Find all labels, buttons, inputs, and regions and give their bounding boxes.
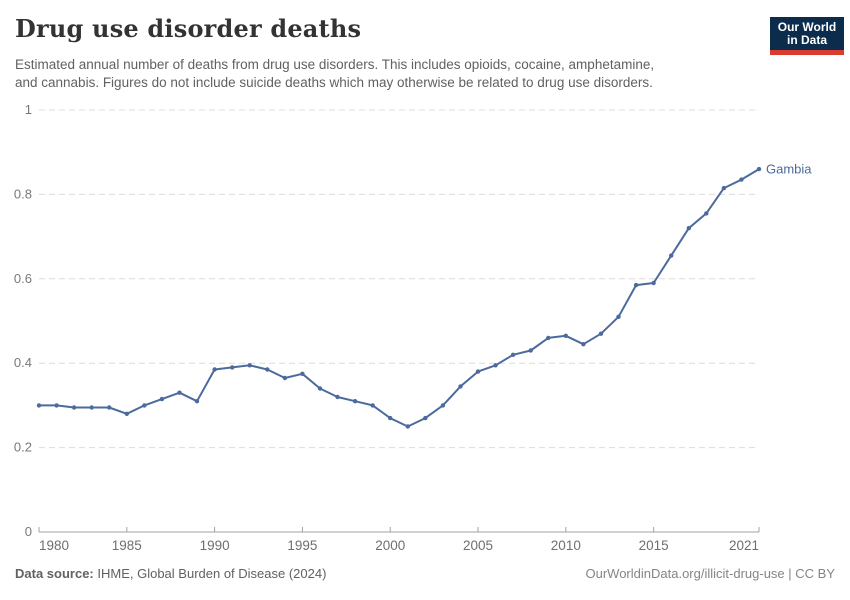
data-point[interactable]: [159, 396, 165, 402]
x-axis-tick-label: 1990: [200, 538, 230, 553]
data-point[interactable]: [194, 399, 200, 404]
chart-subtitle: Estimated annual number of deaths from d…: [15, 56, 725, 92]
data-point[interactable]: [756, 166, 762, 172]
data-point[interactable]: [335, 394, 340, 400]
chart-footer: Data source: IHME, Global Burden of Dise…: [15, 566, 835, 581]
data-point[interactable]: [54, 403, 59, 408]
data-point[interactable]: [124, 411, 129, 416]
data-line-gambia[interactable]: [38, 168, 760, 428]
y-axis-tick-label: 0: [25, 524, 32, 539]
data-source-label: Data source:: [15, 566, 94, 581]
data-point[interactable]: [36, 403, 42, 408]
data-point[interactable]: [581, 342, 586, 347]
data-point[interactable]: [633, 282, 639, 288]
owid-logo-text-line2: in Data: [786, 33, 827, 47]
y-axis-tick-label: 0.8: [14, 186, 32, 201]
data-point[interactable]: [475, 369, 481, 374]
data-point[interactable]: [352, 399, 358, 404]
x-axis-tick-label: 2005: [463, 538, 493, 553]
y-axis-tick-label: 1: [25, 102, 32, 117]
data-point[interactable]: [739, 177, 744, 182]
data-source-note: Data source: IHME, Global Burden of Dise…: [15, 566, 326, 581]
data-point[interactable]: [247, 363, 252, 368]
data-point[interactable]: [212, 367, 217, 372]
data-point[interactable]: [563, 333, 568, 338]
data-point[interactable]: [177, 390, 182, 395]
x-axis-tick-label: 2000: [375, 538, 405, 553]
owid-url-link[interactable]: OurWorldinData.org/illicit-drug-use | CC…: [585, 566, 836, 581]
y-axis-tick-label: 0.4: [14, 355, 32, 370]
data-point[interactable]: [686, 226, 691, 231]
data-point[interactable]: [300, 371, 305, 376]
data-source-value: IHME, Global Burden of Disease (2024): [97, 566, 327, 581]
chart-subtitle-line1: Estimated annual number of deaths from d…: [15, 57, 655, 72]
series-label-gambia[interactable]: Gambia: [766, 162, 812, 177]
data-point[interactable]: [142, 403, 147, 408]
data-point[interactable]: [669, 253, 674, 258]
data-point[interactable]: [440, 403, 446, 408]
data-point[interactable]: [370, 403, 375, 408]
line-chart[interactable]: 0 0.2 0.4 0.6 0.8 1 1980 1985 1990 1995 2000 2005 20…: [0, 0, 850, 560]
data-point[interactable]: [651, 280, 656, 286]
data-point[interactable]: [546, 335, 551, 341]
data-point[interactable]: [282, 375, 288, 381]
x-axis-tick-label: 1980: [39, 538, 69, 553]
data-point[interactable]: [616, 314, 621, 319]
data-point[interactable]: [317, 386, 323, 391]
x-axis-tick-label: 1985: [112, 538, 142, 553]
owid-logo[interactable]: Our World in Data: [770, 17, 844, 55]
data-point[interactable]: [89, 405, 94, 410]
chart-subtitle-line2: and cannabis. Figures do not include sui…: [15, 75, 653, 91]
data-point[interactable]: [388, 415, 393, 421]
x-axis-tick-label: 1995: [287, 538, 317, 553]
data-point[interactable]: [704, 211, 709, 216]
y-axis-tick-label: 0.2: [14, 440, 32, 455]
data-point[interactable]: [598, 331, 604, 336]
owid-logo-red-strip: [770, 50, 844, 55]
data-point[interactable]: [230, 365, 235, 370]
page-title: Drug use disorder deaths: [15, 14, 362, 43]
owid-logo-box: Our World in Data: [770, 17, 844, 50]
data-point[interactable]: [528, 348, 533, 353]
data-point[interactable]: [107, 405, 112, 410]
data-point[interactable]: [265, 367, 270, 372]
data-point[interactable]: [510, 352, 516, 357]
data-point[interactable]: [423, 415, 428, 421]
data-point[interactable]: [405, 424, 410, 429]
data-point[interactable]: [493, 363, 498, 368]
data-point[interactable]: [71, 405, 77, 410]
y-axis-tick-label: 0.6: [14, 271, 32, 286]
x-axis-tick-label: 2015: [639, 538, 669, 553]
x-axis-tick-label: 2010: [551, 538, 581, 553]
data-point[interactable]: [721, 185, 727, 191]
x-axis-tick-label: 2021: [729, 538, 759, 553]
owid-logo-text-line1: Our World: [777, 20, 837, 34]
data-point[interactable]: [458, 384, 463, 389]
